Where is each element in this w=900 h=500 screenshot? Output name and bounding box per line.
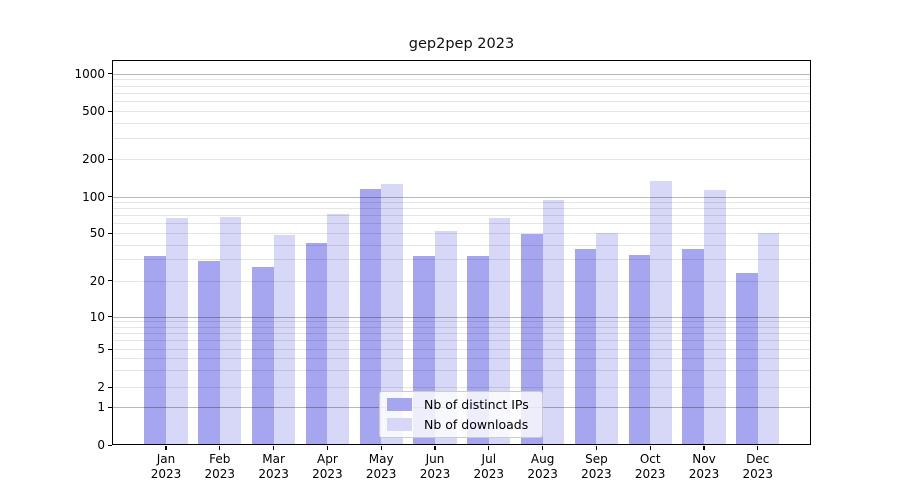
bar-distinct-ips-sep bbox=[574, 248, 597, 445]
x-tick-sep bbox=[595, 446, 597, 450]
y-gridline-500 bbox=[113, 111, 810, 112]
x-tick-label-jan: Jan 2023 bbox=[150, 452, 182, 481]
y-tick-label-5: 5 bbox=[97, 342, 105, 356]
x-tick-label-sep: Sep 2023 bbox=[581, 452, 612, 481]
y-tick-label-100: 100 bbox=[82, 189, 105, 204]
bar-distinct-ips-apr bbox=[305, 243, 328, 445]
y-tick-label-20: 20 bbox=[89, 273, 105, 288]
bar-downloads-jul bbox=[488, 217, 511, 445]
y-tick-label-10: 10 bbox=[89, 309, 105, 324]
y-tick-100 bbox=[108, 196, 112, 198]
y-tick-10 bbox=[108, 316, 112, 318]
y-tick-500 bbox=[108, 110, 112, 112]
y-tick-0 bbox=[108, 444, 112, 446]
bar-distinct-ips-nov bbox=[682, 248, 704, 445]
x-tick-mar bbox=[273, 446, 275, 450]
x-tick-jan bbox=[165, 446, 167, 450]
y-tick-label-200: 200 bbox=[82, 152, 105, 166]
y-gridline-900 bbox=[113, 79, 810, 81]
x-tick-jun bbox=[434, 446, 436, 450]
x-tick-label-oct: Oct 2023 bbox=[634, 452, 666, 481]
bar-downloads-aug bbox=[542, 199, 565, 445]
x-tick-may bbox=[380, 446, 382, 450]
bar-downloads-apr bbox=[327, 213, 350, 445]
y-tick-50 bbox=[108, 232, 112, 234]
y-gridline-400 bbox=[113, 122, 810, 124]
legend-swatch-downloads bbox=[387, 418, 412, 432]
x-tick-label-apr: Apr 2023 bbox=[312, 452, 343, 481]
legend-row-downloads: Nb of downloads bbox=[380, 415, 542, 435]
bar-downloads-may bbox=[381, 183, 403, 445]
legend-label-downloads: Nb of downloads bbox=[424, 417, 529, 433]
legend-label-distinct-ips: Nb of distinct IPs bbox=[424, 396, 529, 412]
x-tick-label-jun: Jun 2023 bbox=[419, 452, 451, 481]
bar-distinct-ips-feb bbox=[198, 261, 220, 445]
x-tick-apr bbox=[326, 446, 328, 450]
x-tick-label-mar: Mar 2023 bbox=[258, 452, 289, 481]
x-tick-oct bbox=[649, 446, 651, 450]
y-tick-label-50: 50 bbox=[89, 226, 105, 240]
x-tick-nov bbox=[703, 446, 705, 450]
y-tick-label-0: 0 bbox=[97, 438, 105, 452]
y-tick-200 bbox=[108, 158, 112, 160]
y-tick-1 bbox=[108, 406, 112, 408]
x-tick-label-aug: Aug 2023 bbox=[527, 452, 558, 481]
bar-distinct-ips-jan bbox=[144, 256, 166, 445]
bar-distinct-ips-dec bbox=[736, 273, 758, 445]
y-tick-1000 bbox=[108, 73, 112, 75]
y-tick-20 bbox=[108, 280, 112, 282]
y-tick-label-1000: 1000 bbox=[74, 66, 105, 81]
x-tick-label-may: May 2023 bbox=[365, 452, 397, 481]
bar-downloads-sep bbox=[596, 233, 619, 445]
y-gridline-1000 bbox=[113, 73, 810, 75]
x-tick-label-dec: Dec 2023 bbox=[742, 452, 774, 481]
y-gridline-800 bbox=[113, 85, 810, 87]
y-gridline-700 bbox=[113, 92, 810, 94]
x-tick-jul bbox=[488, 446, 490, 450]
x-tick-label-feb: Feb 2023 bbox=[204, 452, 236, 481]
legend-row-distinct-ips: Nb of distinct IPs bbox=[380, 394, 542, 414]
bar-distinct-ips-may bbox=[359, 189, 382, 445]
y-gridline-600 bbox=[113, 101, 810, 103]
legend: Nb of distinct IPs Nb of downloads bbox=[379, 391, 543, 438]
y-tick-label-1: 1 bbox=[97, 400, 105, 414]
legend-swatch-distinct-ips bbox=[387, 397, 412, 411]
x-tick-dec bbox=[757, 446, 759, 450]
chart-title: gep2pep 2023 bbox=[408, 36, 515, 52]
y-gridline-300 bbox=[113, 137, 810, 139]
x-tick-label-nov: Nov 2023 bbox=[688, 452, 720, 481]
bar-downloads-oct bbox=[650, 181, 672, 445]
y-tick-2 bbox=[108, 386, 112, 388]
y-tick-5 bbox=[108, 348, 112, 350]
y-gridline-200 bbox=[113, 159, 810, 160]
bar-downloads-mar bbox=[273, 235, 296, 445]
y-tick-label-2: 2 bbox=[97, 380, 105, 394]
bar-downloads-dec bbox=[757, 233, 780, 445]
y-tick-label-500: 500 bbox=[82, 104, 105, 118]
x-tick-aug bbox=[542, 446, 544, 450]
bar-downloads-feb bbox=[219, 216, 242, 445]
x-tick-feb bbox=[219, 446, 221, 450]
bar-distinct-ips-oct bbox=[628, 254, 651, 445]
bar-downloads-nov bbox=[704, 189, 726, 445]
x-tick-label-jul: Jul 2023 bbox=[473, 452, 505, 481]
bar-distinct-ips-mar bbox=[251, 266, 274, 445]
bar-downloads-jan bbox=[166, 217, 188, 445]
